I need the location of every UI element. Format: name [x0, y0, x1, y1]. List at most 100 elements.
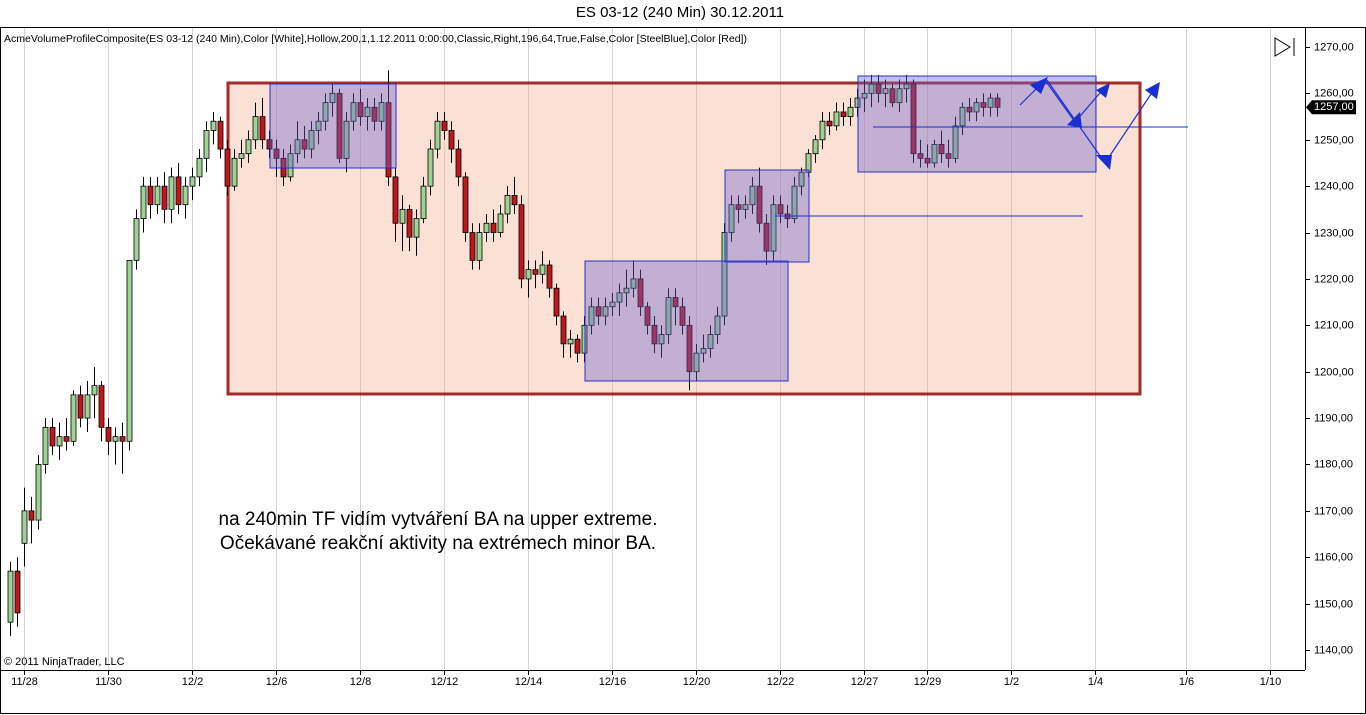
arrow-path: [1019, 79, 1106, 123]
x-tick-label: 1/6: [1179, 676, 1194, 688]
candle-body: [154, 185, 161, 206]
last-price-tag: [1306, 100, 1356, 115]
candle-body: [630, 278, 637, 289]
candle-body: [763, 222, 770, 252]
candle-body: [931, 144, 938, 164]
candle-body: [616, 292, 623, 303]
candle-body: [525, 269, 532, 280]
candle-body: [84, 394, 91, 419]
candle-body: [924, 157, 931, 164]
candle-body: [7, 570, 14, 623]
arrowhead: [1030, 77, 1048, 94]
candle-body: [112, 436, 119, 442]
candle-body: [665, 297, 672, 335]
candle-body: [441, 120, 448, 131]
candle-body: [21, 510, 28, 544]
candle-body: [161, 185, 168, 210]
y-tick-label: 1250,00: [1314, 134, 1354, 146]
candle-body: [392, 176, 399, 224]
candle-body: [609, 301, 616, 308]
last-price-label: 1257,00: [1314, 101, 1354, 113]
candle-body: [42, 426, 49, 465]
balance-area-box: [226, 81, 1142, 396]
candle-body: [588, 306, 595, 326]
candle-body: [378, 102, 385, 122]
x-tick-label: 11/30: [95, 676, 122, 688]
candle-body: [966, 106, 973, 113]
x-tick-label: 12/8: [350, 676, 371, 688]
candle-body: [420, 185, 427, 220]
candle-body: [147, 185, 154, 206]
candle-body: [294, 139, 301, 155]
y-tick-label: 1270,00: [1314, 41, 1354, 53]
candle-body: [483, 222, 490, 233]
candle-body: [322, 102, 329, 122]
candle-body: [861, 92, 868, 99]
y-tick-label: 1210,00: [1314, 319, 1354, 331]
candle-body: [77, 394, 84, 419]
candle-body: [98, 385, 105, 428]
candle-body: [196, 157, 203, 178]
play-icon[interactable]: [1274, 37, 1295, 57]
candle-body: [658, 334, 665, 345]
candle-body: [819, 120, 826, 141]
candle-body: [903, 83, 910, 90]
candle-body: [714, 315, 721, 335]
minor-box: [269, 83, 397, 169]
candle-body: [252, 116, 259, 141]
candle-body: [700, 348, 707, 354]
candle-body: [126, 259, 133, 442]
candle-body: [35, 464, 42, 521]
candle-body: [476, 232, 483, 261]
candle-body: [427, 148, 434, 187]
candle-body: [119, 436, 126, 442]
candle-body: [385, 102, 392, 178]
candle-body: [28, 510, 35, 521]
candle-body: [952, 125, 959, 159]
x-tick-label: 1/10: [1260, 676, 1281, 688]
candle-body: [637, 278, 644, 308]
candle-body: [651, 324, 658, 345]
candle-body: [245, 139, 252, 155]
arrowhead: [1067, 112, 1082, 128]
candle-body: [798, 171, 805, 187]
candle-body: [847, 106, 854, 117]
candle-body: [728, 204, 735, 233]
candle-body: [329, 92, 336, 104]
y-tick-label: 1140,00: [1314, 644, 1353, 656]
candle-body: [462, 176, 469, 233]
candle-body: [644, 306, 651, 326]
candle-body: [511, 195, 518, 206]
y-tick-label: 1260,00: [1314, 87, 1354, 99]
candle-body: [350, 102, 357, 122]
x-tick-label: 11/28: [11, 676, 38, 688]
candle-body: [973, 102, 980, 113]
candle-body: [777, 204, 784, 215]
candle-body: [889, 88, 896, 104]
y-tick-label: 1160,00: [1314, 551, 1353, 563]
candle-body: [287, 153, 294, 178]
candle-body: [434, 120, 441, 150]
candle-body: [217, 120, 224, 150]
candle-body: [273, 148, 280, 159]
x-tick-label: 12/16: [599, 676, 627, 688]
candle-body: [497, 213, 504, 233]
candle-body: [994, 97, 1001, 108]
candle-body: [336, 92, 343, 159]
x-tick-label: 12/6: [266, 676, 287, 688]
candle-body: [168, 176, 175, 210]
arrowhead: [1145, 82, 1160, 99]
candle-body: [539, 264, 546, 275]
candle-body: [560, 315, 567, 345]
x-tick-label: 12/20: [683, 676, 711, 688]
x-tick-label: 1/2: [1004, 676, 1019, 688]
y-tick-label: 1230,00: [1314, 227, 1354, 239]
candle-body: [882, 88, 889, 94]
minor-box: [857, 75, 1097, 173]
candle-body: [70, 394, 77, 442]
y-tick-label: 1180,00: [1314, 458, 1353, 470]
candle-body: [238, 153, 245, 159]
annotation-line: na 240min TF vidím vytváření BA na upper…: [219, 509, 658, 530]
candle-body: [301, 139, 308, 150]
